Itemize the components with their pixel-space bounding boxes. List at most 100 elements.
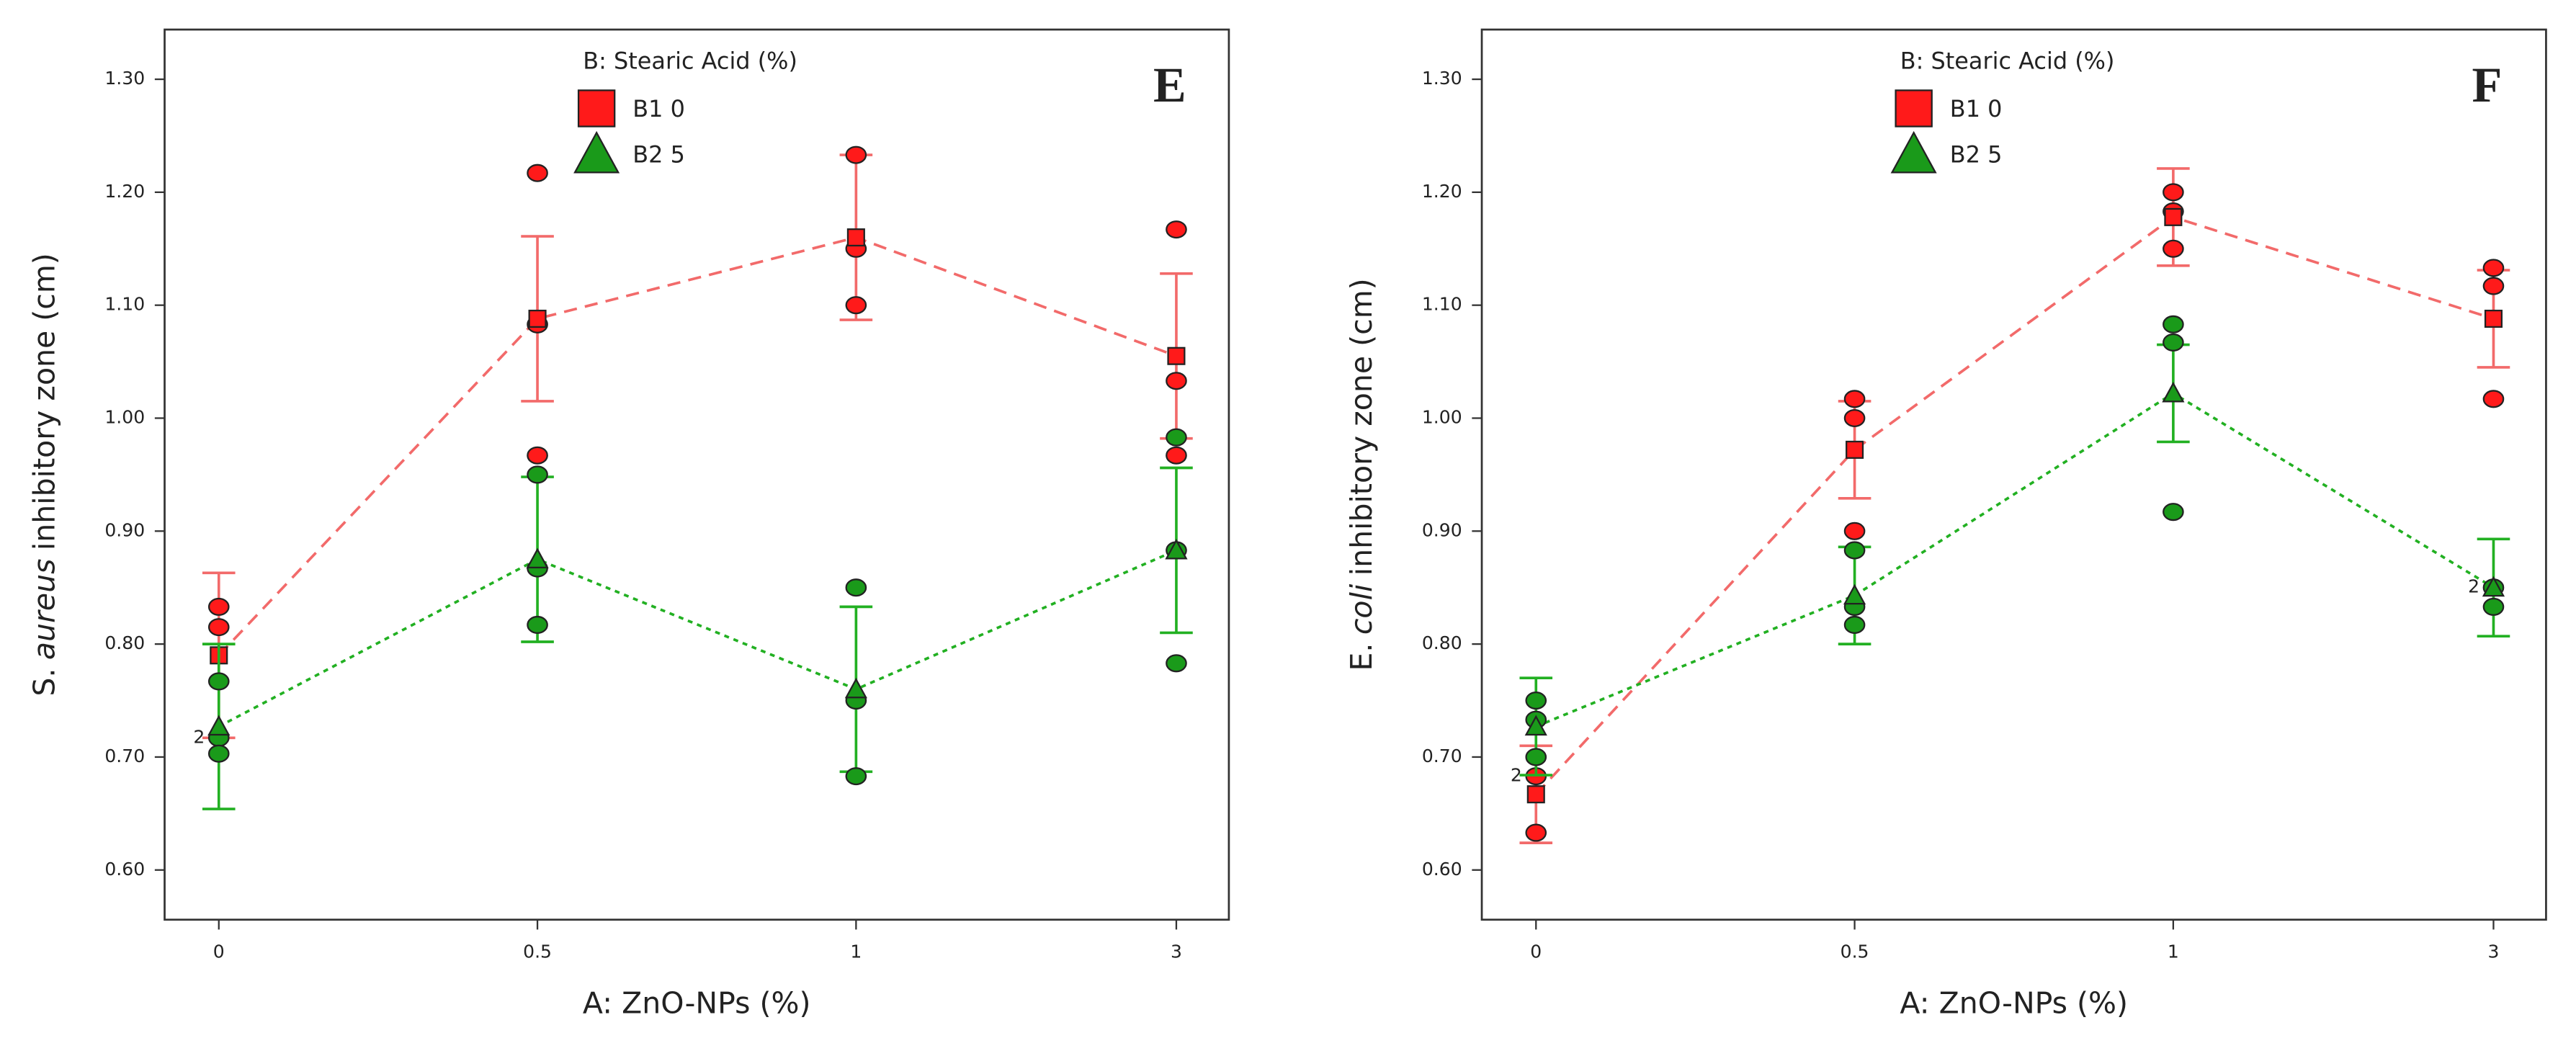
y-tick-label: 0.70 [1422, 746, 1462, 766]
series-line [1535, 391, 2495, 728]
y-label-species: aureus [27, 559, 61, 661]
x-tick-label: 0.5 [1841, 941, 1869, 962]
observation-point [1843, 522, 1866, 540]
x-tick-label: 3 [1171, 941, 1182, 962]
y-tick-label: 1.30 [104, 68, 145, 89]
mean-marker [1524, 715, 1547, 736]
y-tick-label: 0.60 [104, 859, 145, 880]
y-tick-label: 0.90 [104, 519, 145, 540]
y-tick-label: 1.00 [104, 406, 145, 427]
y-tick-label: 1.10 [1422, 294, 1462, 315]
series-line [218, 549, 1177, 728]
annotation: 2 [1511, 765, 1522, 786]
observation-point [527, 446, 548, 465]
mean-marker [528, 309, 547, 328]
annotation: 2 [2468, 576, 2479, 597]
y-tick-label: 1.30 [1422, 68, 1462, 89]
mean-marker [2482, 576, 2505, 597]
x-tick-label: 3 [2487, 941, 2499, 962]
legend-label: B1 0 [1950, 95, 2003, 122]
observation-point [2163, 333, 2184, 352]
observation-point [1525, 691, 1547, 710]
observation-point [1166, 372, 1187, 390]
observation-point [1843, 615, 1866, 635]
y-label-rest: inhibitory zone (cm) [27, 253, 61, 550]
annotation: 2 [193, 726, 205, 747]
observation-point [2482, 390, 2505, 408]
mean-marker [2484, 309, 2503, 328]
mean-marker [2164, 207, 2183, 226]
x-tick-label: 0 [1530, 941, 1542, 962]
y-label-species: coli [1344, 583, 1379, 635]
x-axis-label: A: ZnO-NPs (%) [1900, 985, 2128, 1020]
observation-point [207, 744, 230, 763]
legend-marker [573, 130, 620, 174]
y-label-genus: S. [27, 668, 61, 697]
mean-marker [2162, 381, 2185, 403]
legend-title: B: Stearic Acid (%) [1900, 48, 2115, 75]
y-tick-label: 1.00 [1422, 406, 1462, 427]
mean-marker [207, 715, 231, 736]
y-tick-label: 1.20 [1422, 181, 1462, 202]
observation-point [1166, 654, 1187, 673]
observation-point [2163, 315, 2184, 334]
observation-point [527, 164, 548, 182]
series-line [1534, 215, 2495, 795]
observation-point [845, 578, 867, 597]
y-tick-label: 1.20 [104, 181, 145, 202]
observation-point [2482, 277, 2505, 295]
legend-marker [1890, 130, 1937, 174]
observation-point [2482, 597, 2505, 616]
observation-point [845, 296, 867, 315]
legend-label: B1 0 [632, 95, 685, 122]
mean-marker [1846, 440, 1864, 459]
observation-point [2163, 183, 2184, 202]
observation-point [2163, 239, 2184, 258]
observation-point [1843, 390, 1866, 408]
y-axis-label: E. coli inhibitory zone (cm) [1344, 278, 1379, 671]
observation-point [1843, 541, 1866, 560]
observation-point [1166, 220, 1187, 239]
mean-marker [1843, 583, 1866, 605]
observation-point [527, 615, 548, 635]
legend-label: B2 5 [1950, 141, 2003, 169]
observation-point [1166, 446, 1187, 465]
x-tick-label: 1 [2168, 941, 2179, 962]
observation-point [845, 146, 867, 164]
panel-label: F [2472, 58, 2502, 112]
observation-point [1843, 408, 1866, 428]
plot-frame [164, 28, 1230, 921]
observation-point [207, 672, 230, 691]
plot-frame [1480, 28, 2547, 921]
x-tick-label: 1 [850, 941, 862, 962]
y-tick-label: 0.80 [104, 632, 145, 653]
panel-label: E [1153, 58, 1186, 112]
y-tick-label: 0.70 [104, 746, 145, 766]
y-tick-label: 1.10 [104, 294, 145, 315]
observation-point [1166, 428, 1187, 447]
mean-marker [1167, 346, 1186, 365]
x-tick-label: 0 [213, 941, 225, 962]
observation-point [1525, 748, 1547, 766]
x-tick-label: 0.5 [523, 941, 552, 962]
legend-marker [577, 89, 616, 127]
y-tick-label: 0.90 [1422, 519, 1462, 540]
legend-title: B: Stearic Acid (%) [583, 48, 797, 75]
y-tick-label: 0.60 [1422, 859, 1462, 880]
mean-marker [1165, 538, 1188, 560]
mean-marker [1526, 785, 1545, 804]
observation-point [2482, 259, 2505, 277]
y-tick-label: 0.80 [1422, 632, 1462, 653]
mean-marker [526, 547, 549, 569]
observation-point [845, 767, 867, 786]
y-axis-label: S. aureus inhibitory zone (cm) [27, 253, 61, 696]
x-axis-label: A: ZnO-NPs (%) [583, 985, 811, 1020]
observation-point [207, 597, 230, 616]
series-line [218, 236, 1177, 657]
observation-point [527, 465, 548, 484]
y-label-genus: E. [1344, 643, 1379, 671]
observation-point [1525, 823, 1547, 842]
observation-point [2163, 503, 2184, 522]
legend-marker [1895, 89, 1933, 127]
